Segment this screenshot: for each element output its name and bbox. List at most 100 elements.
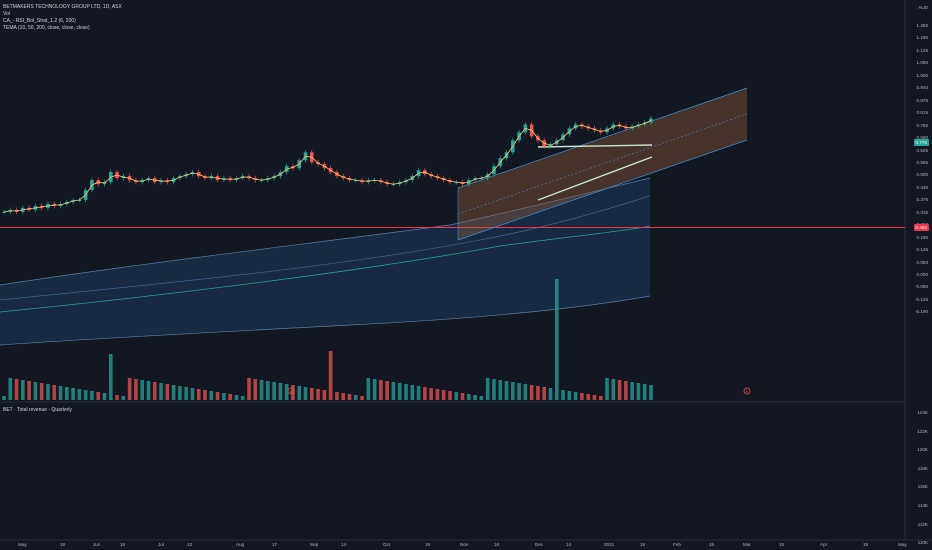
volume-bar <box>511 382 515 400</box>
parallel-channel-borders <box>457 87 748 241</box>
price-axis-label: 0.000 <box>916 272 929 277</box>
time-axis-label: Aug <box>236 542 245 547</box>
time-axis-label: Feb <box>673 542 681 547</box>
candle <box>372 180 377 182</box>
hline-price-text: 0.450 <box>915 225 928 230</box>
revenue-axis-label: 118K <box>917 465 928 471</box>
time-axis-label: Mar <box>743 542 751 547</box>
earnings-event-label: E <box>746 389 749 394</box>
volume-bar <box>284 384 289 400</box>
volume-bar <box>410 385 415 400</box>
time-axis-label: 2021 <box>604 542 615 547</box>
volume-bar <box>366 378 371 400</box>
volume-bar <box>322 390 327 400</box>
tema-legend[interactable]: TEMA (10, 50, 200, close, close, close) <box>3 25 90 31</box>
time-axis-label: Nov <box>460 542 469 547</box>
volume-bar <box>649 385 653 400</box>
volume-bar <box>598 396 603 400</box>
volume-bar <box>498 380 503 400</box>
price-axis-label: 1.190 <box>916 35 929 41</box>
volume-bar <box>542 387 547 400</box>
bollinger-band-fill <box>0 178 650 345</box>
volume-bar <box>561 390 565 400</box>
price-axis-label: 0.940 <box>916 85 929 91</box>
time-axis-label: Dec <box>535 542 544 547</box>
price-axis-label: 0.440 <box>916 184 929 190</box>
volume-bar <box>391 382 396 400</box>
volume-bar <box>517 383 521 400</box>
volume-bar <box>467 394 471 400</box>
volume-bar <box>328 351 333 400</box>
volume-bar <box>14 379 19 400</box>
time-axis-label: Sep <box>310 542 319 547</box>
volume-bar <box>379 380 383 400</box>
volume-bar <box>523 384 528 400</box>
horizontal-line-price-tag: 0.450 <box>913 224 929 231</box>
revenue-axis-label: 122K <box>917 428 928 434</box>
volume-bar <box>485 378 490 400</box>
volume-bar <box>460 393 465 400</box>
volume-bar <box>416 386 421 400</box>
volume-bar <box>423 387 427 400</box>
time-axis-label: May <box>898 542 907 547</box>
volume-bar <box>108 354 113 400</box>
volume-bar <box>624 381 628 400</box>
volume-bar <box>209 391 214 400</box>
volume-bar <box>353 395 358 400</box>
revenue-legend[interactable]: BET · Total revenue · Quarterly <box>3 407 73 413</box>
volume-bar <box>611 379 616 400</box>
volume-bar <box>90 391 94 400</box>
moving-average-line <box>0 225 651 313</box>
volume-bar <box>52 385 57 400</box>
volume-bar <box>548 388 553 400</box>
volume-bar <box>71 388 75 400</box>
revenue-axis-label: 114K <box>917 503 928 508</box>
candle <box>259 180 264 182</box>
price-axis-label: 0.750 <box>916 122 929 128</box>
symbol-title: BETMAKERS TECHNOLOGY GROUP LTD, 1D, ASX <box>3 4 122 10</box>
time-axis-label: Jun <box>93 542 101 547</box>
volume-bar <box>121 396 126 400</box>
volume-bar <box>435 389 440 400</box>
volume-bar <box>115 395 119 400</box>
volume-bar <box>573 392 578 400</box>
volume-bar <box>429 388 433 400</box>
volume-bar <box>309 388 314 400</box>
volume-bar <box>77 389 82 400</box>
volume-bar <box>266 381 270 400</box>
band-upper-line <box>0 177 651 286</box>
volume-bar <box>580 393 584 400</box>
candle <box>479 178 484 180</box>
volume-bar <box>146 381 151 400</box>
price-axis-label: 0.315 <box>916 209 929 215</box>
time-axis-label: 13 <box>187 542 193 547</box>
time-axis-label: 16 <box>120 542 126 547</box>
volume-bar <box>642 384 647 400</box>
volume-bar <box>272 382 276 400</box>
volume-bar <box>441 390 446 400</box>
volume-bar <box>240 396 245 400</box>
volume-bar <box>454 392 459 400</box>
rsi-strategy-legend[interactable]: CA_- RSI_Bol_Strat_1.2 (6, 200) <box>3 18 76 24</box>
volume-bar <box>617 380 622 400</box>
volume-bar <box>448 391 452 400</box>
time-axis-label: 15 <box>779 542 785 547</box>
candle <box>2 211 6 213</box>
price-axis-label: 0.375 <box>916 197 929 203</box>
volume-legend[interactable]: Vol <box>3 11 10 17</box>
revenue-axis-label: 120K <box>917 447 928 453</box>
time-axis-label: 14 <box>566 542 572 547</box>
volume-bar <box>83 390 88 400</box>
price-axis-label: 0.500 <box>916 172 929 178</box>
volume-bar <box>504 381 509 400</box>
volume-bar <box>335 392 339 400</box>
tema-200-line <box>0 195 651 301</box>
volume-bar <box>259 380 264 400</box>
support-trendline <box>537 156 653 201</box>
currency-label: AUD <box>918 5 928 10</box>
parallel-channel-midline <box>457 113 748 215</box>
volume-bar <box>8 378 13 400</box>
time-axis-label: Jul <box>158 542 164 547</box>
